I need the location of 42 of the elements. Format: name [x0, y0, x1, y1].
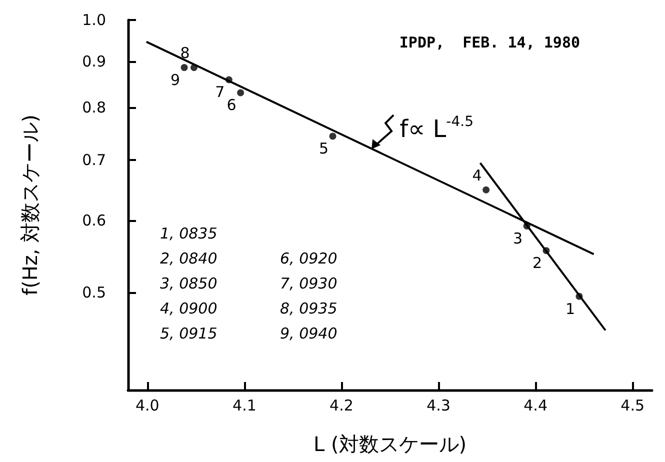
annotation: 8	[180, 44, 190, 62]
point	[237, 89, 244, 96]
annotation: 7	[215, 83, 225, 102]
x-tick-label: 4.4	[524, 396, 548, 414]
x-axis-title: L (対数スケール)	[313, 432, 467, 456]
point	[329, 132, 336, 140]
y-tick-label: 1.0	[82, 11, 106, 29]
annotation: 4, 0900	[160, 300, 218, 318]
point	[190, 64, 198, 72]
annotation: 6	[226, 96, 236, 114]
point	[576, 292, 583, 300]
annotation: 3	[513, 230, 523, 248]
y-axis-title: f(Hz, 対数スケール)	[18, 114, 42, 296]
annotation: 3, 0850	[160, 274, 218, 292]
y-tick-label: 0.5	[82, 283, 106, 302]
x-tick-label: 4.5	[620, 396, 645, 414]
annotation: 9	[170, 71, 180, 90]
annotation: 5	[318, 140, 329, 158]
annotation: 1	[565, 300, 575, 318]
annotation: 2	[532, 254, 542, 272]
annotation: 2, 0840	[160, 250, 218, 268]
annotation: 6, 0920	[280, 250, 338, 268]
point	[225, 76, 232, 84]
x-tick-label: 4.0	[135, 396, 160, 414]
y-tick-label: 0.9	[82, 52, 106, 70]
annotation: 9, 0940	[280, 324, 338, 342]
point	[523, 222, 530, 230]
y-tick-label: 0.6	[82, 212, 106, 230]
x-tick-label: 4.3	[426, 396, 450, 414]
annotation: 1, 0835	[160, 224, 218, 242]
point	[180, 64, 188, 72]
x-tick-label: 4.2	[330, 396, 354, 414]
point	[482, 186, 490, 194]
annotation: 8, 0935	[280, 300, 338, 318]
y-tick-label: 0.8	[82, 98, 106, 117]
annotation: 7, 0930	[280, 274, 338, 292]
text: IPDP, FEB. 14, 1980	[399, 34, 580, 52]
y-tick-label: 0.7	[82, 151, 106, 170]
point	[542, 247, 550, 254]
annotation: 5, 0915	[160, 324, 218, 342]
annotation: 4	[472, 166, 482, 184]
x-tick-label: 4.1	[232, 396, 256, 414]
